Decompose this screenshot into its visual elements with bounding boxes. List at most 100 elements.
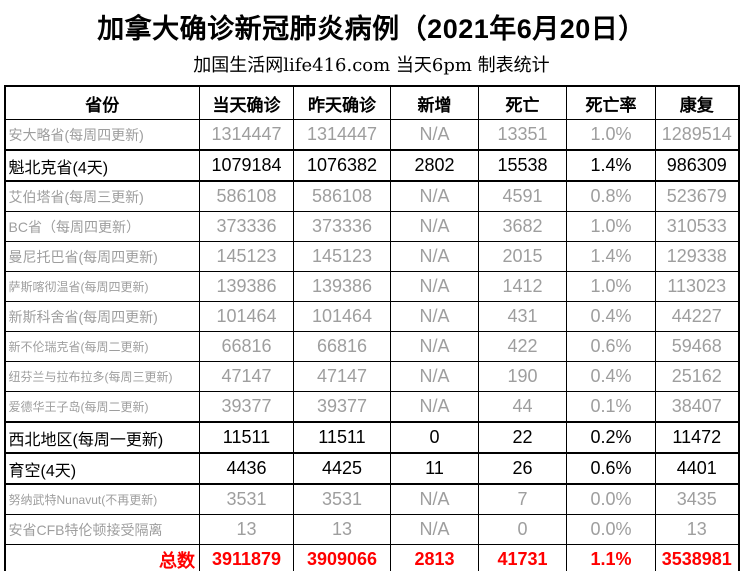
province-cell: 安大略省(每周四更新)	[4, 119, 200, 151]
yesterday-cell: 13	[293, 514, 391, 545]
deaths-cell: 1412	[478, 271, 567, 302]
recovered-cell: 38407	[655, 391, 739, 423]
death-rate-cell: 1.0%	[566, 271, 656, 302]
death-rate-cell: 0.8%	[566, 180, 656, 212]
death-rate-cell: 0.4%	[566, 301, 656, 332]
yesterday-cell: 3909066	[293, 544, 391, 571]
recovered-cell: 1289514	[655, 119, 739, 151]
new-cases-cell: N/A	[390, 180, 479, 212]
total-row: 总数 3911879 3909066 2813 41731 1.1% 3538981	[4, 544, 739, 571]
death-rate-cell: 1.1%	[566, 544, 656, 571]
new-cases-cell: N/A	[390, 361, 479, 392]
column-header-province: 省份	[4, 85, 200, 120]
death-rate-cell: 1.4%	[566, 149, 656, 182]
new-cases-cell: 0	[390, 421, 479, 454]
province-cell: 新斯科舍省(每周四更新)	[4, 301, 200, 332]
recovered-cell: 25162	[655, 361, 739, 392]
yesterday-cell: 1076382	[293, 149, 391, 182]
new-cases-cell: 2813	[390, 544, 479, 571]
yesterday-cell: 101464	[293, 301, 391, 332]
province-cell: 安省CFB特伦顿接受隔离	[4, 514, 200, 545]
table-row: 艾伯塔省(每周三更新) 586108 586108 N/A 4591 0.8% 523679	[4, 180, 739, 212]
recovered-cell: 59468	[655, 331, 739, 362]
column-header-today: 当天确诊	[199, 85, 294, 120]
table-body: 安大略省(每周四更新) 1314447 1314447 N/A 13351 1.0% 128…	[4, 119, 739, 571]
new-cases-cell: N/A	[390, 483, 479, 515]
today-cell: 586108	[199, 180, 294, 212]
recovered-cell: 11472	[655, 421, 739, 454]
death-rate-cell: 0.1%	[566, 391, 656, 423]
yesterday-cell: 39377	[293, 391, 391, 423]
deaths-cell: 4591	[478, 180, 567, 212]
province-cell: 萨斯喀彻温省(每周四更新)	[4, 271, 200, 302]
table-row: 萨斯喀彻温省(每周四更新) 139386 139386 N/A 1412 1.0% 1130…	[4, 271, 739, 302]
recovered-cell: 986309	[655, 149, 739, 182]
province-cell: 育空(4天)	[4, 452, 200, 485]
death-rate-cell: 0.0%	[566, 483, 656, 515]
today-cell: 13	[199, 514, 294, 545]
today-cell: 101464	[199, 301, 294, 332]
deaths-cell: 26	[478, 452, 567, 485]
province-cell: 总数	[4, 544, 200, 571]
deaths-cell: 2015	[478, 241, 567, 272]
recovered-cell: 13	[655, 514, 739, 545]
recovered-cell: 523679	[655, 180, 739, 212]
death-rate-cell: 0.6%	[566, 452, 656, 485]
recovered-cell: 113023	[655, 271, 739, 302]
deaths-cell: 0	[478, 514, 567, 545]
recovered-cell: 310533	[655, 211, 739, 242]
deaths-cell: 15538	[478, 149, 567, 182]
new-cases-cell: N/A	[390, 301, 479, 332]
today-cell: 1314447	[199, 119, 294, 151]
new-cases-cell: N/A	[390, 211, 479, 242]
today-cell: 145123	[199, 241, 294, 272]
today-cell: 1079184	[199, 149, 294, 182]
province-cell: BC省（每周四更新）	[4, 211, 200, 242]
deaths-cell: 7	[478, 483, 567, 515]
death-rate-cell: 0.6%	[566, 331, 656, 362]
new-cases-cell: N/A	[390, 391, 479, 423]
table-row: 纽芬兰与拉布拉多(每周三更新) 47147 47147 N/A 190 0.4% 25162	[4, 361, 739, 392]
deaths-cell: 41731	[478, 544, 567, 571]
today-cell: 39377	[199, 391, 294, 423]
new-cases-cell: N/A	[390, 119, 479, 151]
page-subtitle: 加国生活网life416.com 当天6pm 制表统计	[193, 55, 550, 76]
table-row: 安大略省(每周四更新) 1314447 1314447 N/A 13351 1.0% 128…	[4, 119, 739, 151]
column-header-deaths: 死亡	[478, 85, 567, 120]
today-cell: 373336	[199, 211, 294, 242]
column-header-death-rate: 死亡率	[566, 85, 656, 120]
column-header-new: 新增	[390, 85, 479, 120]
table-row: 努纳武特Nunavut(不再更新) 3531 3531 N/A 7 0.0% 3435	[4, 483, 739, 515]
death-rate-cell: 1.0%	[566, 119, 656, 151]
recovered-cell: 44227	[655, 301, 739, 332]
yesterday-cell: 4425	[293, 452, 391, 485]
deaths-cell: 3682	[478, 211, 567, 242]
today-cell: 47147	[199, 361, 294, 392]
table-row: 育空(4天) 4436 4425 11 26 0.6% 4401	[4, 452, 739, 485]
yesterday-cell: 11511	[293, 421, 391, 454]
yesterday-cell: 3531	[293, 483, 391, 515]
recovered-cell: 4401	[655, 452, 739, 485]
death-rate-cell: 1.0%	[566, 211, 656, 242]
province-cell: 新不伦瑞克省(每周二更新)	[4, 331, 200, 362]
recovered-cell: 3435	[655, 483, 739, 515]
covid-stats-table: 省份 当天确诊 昨天确诊 新增 死亡 死亡率 康复 安大略省(每周四更新) 131…	[3, 85, 740, 571]
death-rate-cell: 0.4%	[566, 361, 656, 392]
header-row: 省份 当天确诊 昨天确诊 新增 死亡 死亡率 康复	[4, 85, 739, 120]
column-header-recovered: 康复	[655, 85, 739, 120]
province-cell: 爱德华王子岛(每周二更新)	[4, 391, 200, 423]
table-row: 新不伦瑞克省(每周二更新) 66816 66816 N/A 422 0.6% 59468	[4, 331, 739, 362]
yesterday-cell: 373336	[293, 211, 391, 242]
new-cases-cell: N/A	[390, 331, 479, 362]
yesterday-cell: 145123	[293, 241, 391, 272]
death-rate-cell: 0.2%	[566, 421, 656, 454]
table-row: 魁北克省(4天) 1079184 1076382 2802 15538 1.4% 98630…	[4, 149, 739, 182]
province-cell: 艾伯塔省(每周三更新)	[4, 180, 200, 212]
today-cell: 4436	[199, 452, 294, 485]
deaths-cell: 13351	[478, 119, 567, 151]
table-row: 爱德华王子岛(每周二更新) 39377 39377 N/A 44 0.1% 38407	[4, 391, 739, 423]
deaths-cell: 22	[478, 421, 567, 454]
today-cell: 139386	[199, 271, 294, 302]
deaths-cell: 431	[478, 301, 567, 332]
province-cell: 努纳武特Nunavut(不再更新)	[4, 483, 200, 515]
